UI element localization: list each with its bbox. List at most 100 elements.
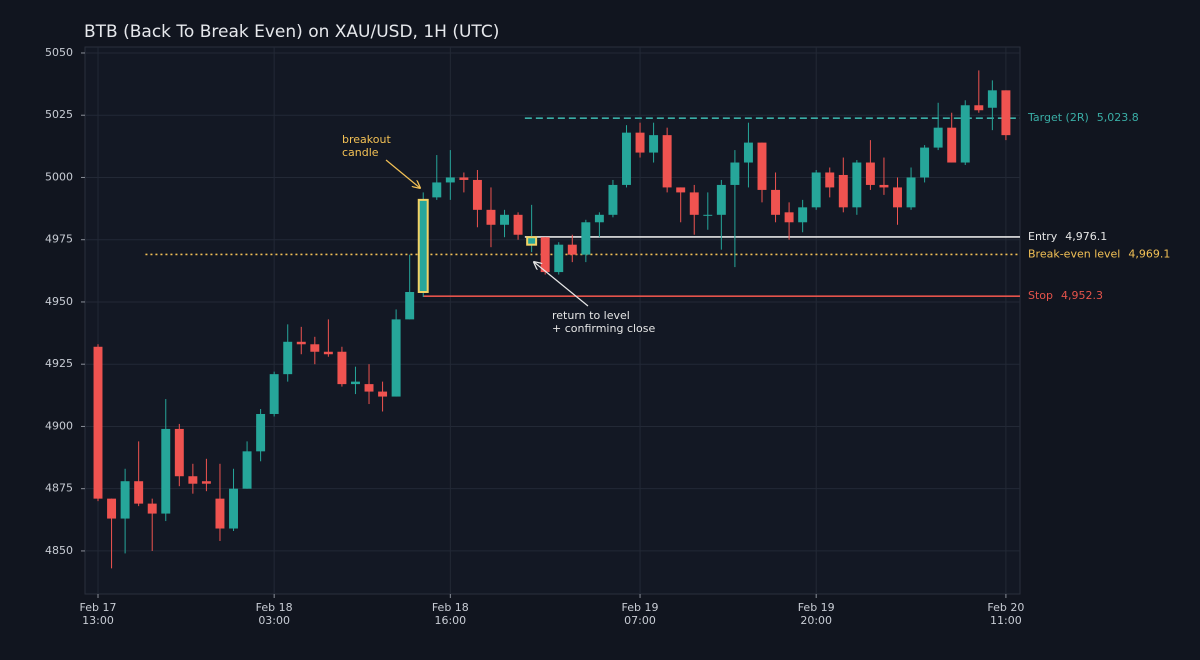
candle-body (296, 341, 306, 345)
level-label: Entry 4,976.1 (1028, 230, 1107, 243)
candle-body (689, 192, 699, 215)
candle-body (242, 451, 252, 489)
candle-body (310, 344, 320, 352)
level-value: 5,023.8 (1097, 111, 1139, 124)
candle-body (933, 127, 943, 148)
candle-body (540, 237, 550, 273)
level-value: 4,952.3 (1061, 289, 1103, 302)
y-tick-label: 5050 (45, 46, 73, 59)
annotation-arrow (534, 262, 589, 307)
candle-body (256, 413, 266, 452)
y-tick-label: 4850 (45, 544, 73, 557)
candle-body (879, 184, 889, 188)
candle-body (364, 384, 374, 392)
candle-body (743, 142, 753, 163)
candle-body (93, 346, 103, 499)
plot-area (84, 46, 1021, 595)
candle-body (459, 177, 469, 180)
level-label: Break-even level 4,969.1 (1028, 247, 1170, 260)
candle-body (622, 132, 631, 185)
y-tick-label: 4875 (45, 482, 73, 495)
annotation-arrow (385, 159, 420, 188)
candle-body (147, 503, 157, 514)
x-tick-label: Feb 18 03:00 (256, 601, 293, 627)
level-value: 4,976.1 (1065, 230, 1107, 243)
candle-body (920, 147, 930, 178)
level-name: Break-even level (1028, 247, 1120, 260)
candle-body (445, 177, 455, 183)
candle-body (472, 179, 482, 210)
candle-body (201, 481, 211, 484)
candle-body (107, 498, 117, 519)
candle-body (784, 212, 794, 223)
candle-body (906, 177, 916, 208)
candle-body (174, 428, 184, 477)
candle-body (581, 222, 591, 255)
candle-body (865, 162, 875, 185)
candle-body (757, 142, 767, 190)
level-name: Entry (1028, 230, 1058, 243)
candle-body (486, 209, 496, 225)
candle-body (188, 476, 198, 484)
candle-body (417, 198, 429, 293)
candle-body (323, 351, 333, 355)
candle-body (1001, 90, 1011, 136)
level-label: Stop 4,952.3 (1028, 289, 1103, 302)
y-tick-label: 4950 (45, 295, 73, 308)
candle-body (987, 90, 997, 108)
candle-body (378, 391, 388, 397)
y-tick-label: 4900 (45, 419, 73, 432)
candle-body (283, 341, 293, 375)
candle-body (635, 132, 645, 153)
candle-body (229, 488, 238, 529)
candle-body (134, 481, 144, 504)
x-tick-label: Feb 20 11:00 (987, 601, 1024, 627)
candle-body (215, 498, 225, 529)
x-tick-label: Feb 17 13:00 (80, 601, 117, 627)
y-tick-label: 4975 (45, 233, 73, 246)
candle-body (798, 207, 808, 223)
annotation: breakout candle (342, 133, 391, 159)
level-label: Target (2R) 5,023.8 (1027, 111, 1139, 124)
annotation: return to level + confirming close (552, 309, 656, 335)
candle-body (730, 162, 740, 185)
candle-body (554, 244, 564, 273)
candle-body (513, 214, 523, 235)
candle-body (649, 135, 659, 153)
candle-body (269, 374, 279, 414)
candle-body (526, 236, 538, 246)
candle-body (337, 351, 347, 385)
level-name: Stop (1028, 289, 1053, 302)
candle-body (567, 244, 577, 255)
level-name: Target (2R) (1027, 111, 1089, 124)
x-tick-label: Feb 19 07:00 (622, 601, 659, 627)
y-tick-label: 5000 (45, 170, 73, 183)
candle-body (500, 214, 510, 225)
candle-body (960, 105, 970, 163)
y-tick-label: 4925 (45, 357, 73, 370)
candle-body (608, 184, 618, 215)
y-tick-label: 5025 (45, 108, 73, 121)
candle-body (825, 172, 835, 188)
candle-body (771, 189, 781, 215)
candle-body (432, 182, 442, 198)
candle-body (662, 135, 672, 188)
candle-body (974, 105, 984, 111)
candle-body (120, 481, 130, 519)
candle-body (947, 127, 957, 163)
candle-body (716, 184, 726, 215)
candle-body (893, 187, 902, 208)
candle-body (161, 428, 171, 514)
candle-body (703, 214, 713, 216)
candle-body (811, 172, 821, 208)
chart-title: BTB (Back To Break Even) on XAU/USD, 1H … (84, 22, 499, 42)
candle-body (838, 174, 848, 208)
level-value: 4,969.1 (1128, 247, 1170, 260)
candle-body (852, 162, 862, 208)
x-tick-label: Feb 19 20:00 (798, 601, 835, 627)
candle-body (594, 214, 604, 223)
candle-body (351, 381, 360, 385)
x-tick-label: Feb 18 16:00 (432, 601, 469, 627)
candle-body (676, 187, 686, 193)
